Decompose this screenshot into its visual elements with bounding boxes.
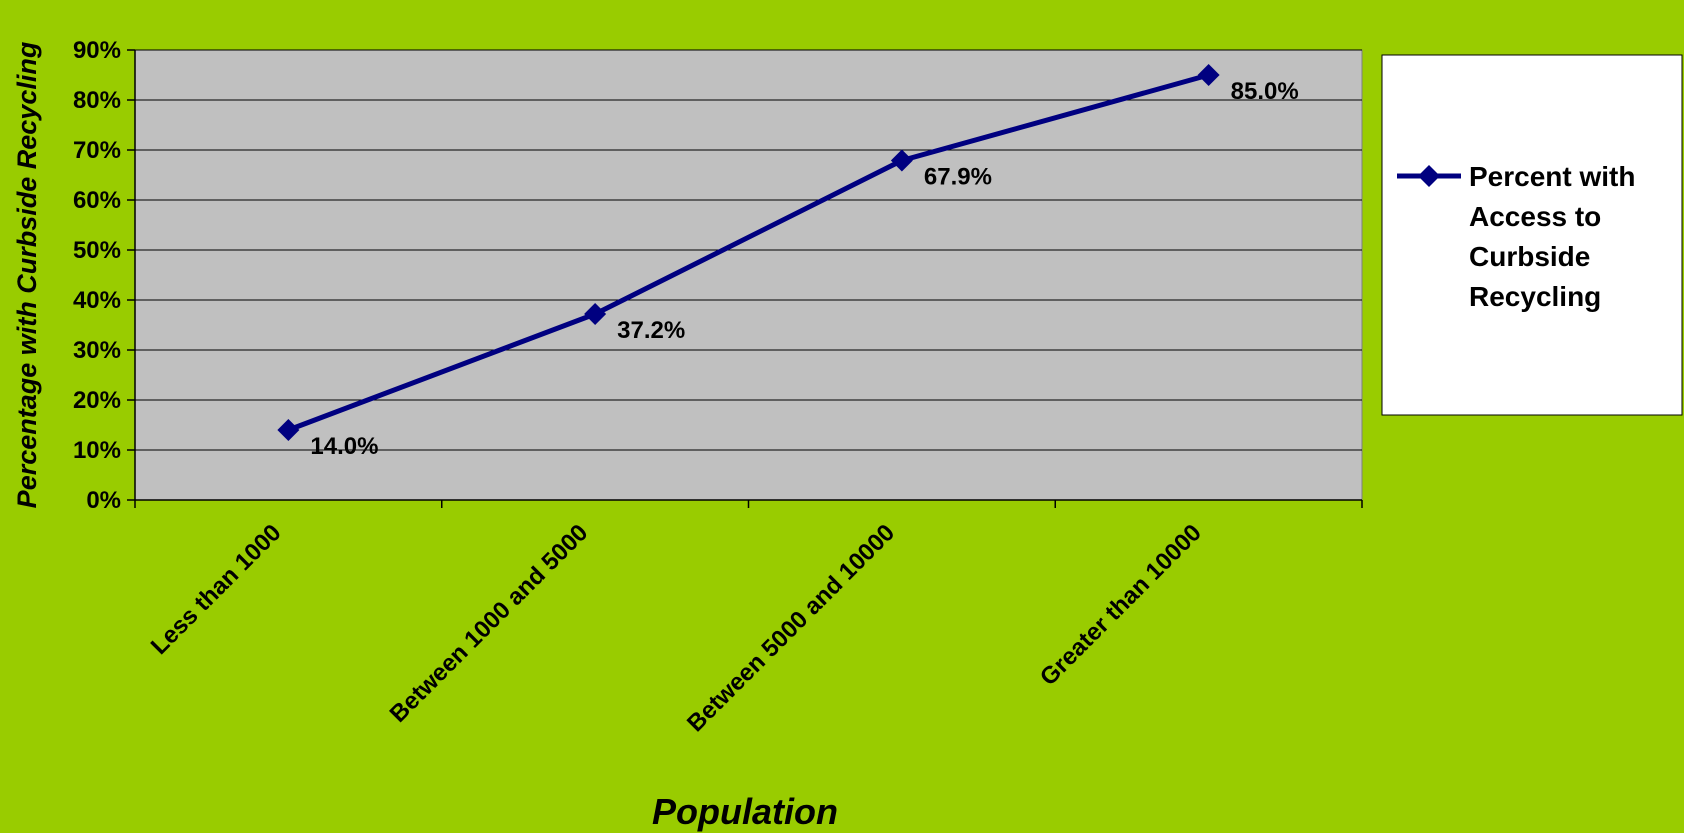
y-tick-label: 80% [73, 87, 121, 114]
gridlines [135, 49, 1362, 451]
y-tick-label: 90% [73, 37, 121, 64]
data-label: 67.9% [924, 164, 992, 191]
y-tick-label: 40% [73, 287, 121, 314]
x-axis-ticks: Less than 1000 Between 1000 and 5000 Betwe… [134, 500, 1363, 737]
data-point [890, 149, 913, 172]
data-point [1197, 64, 1220, 86]
y-axis-ticks: 0% 10% 20% 30% 40% 50% 60% 70% 80% 90% [73, 37, 135, 514]
series-layer: 14.0% 37.2% 67.9% 85.0% [277, 64, 1299, 460]
y-tick-label: 70% [73, 137, 121, 164]
y-axis-title: Percentage with Curbside Recycling [12, 41, 42, 508]
x-axis-title: Population [652, 791, 838, 832]
x-tick-label: Between 1000 and 5000 [385, 519, 594, 728]
plot-area [134, 49, 1363, 501]
data-point [277, 419, 300, 441]
y-tick-label: 50% [73, 237, 121, 264]
legend-label: Percent with Access to Curbside Recycling [1469, 161, 1635, 312]
y-tick-label: 30% [73, 337, 121, 364]
series-line [287, 72, 1210, 433]
data-label: 37.2% [617, 317, 685, 344]
y-tick-label: 20% [73, 387, 121, 414]
data-label: 14.0% [310, 433, 378, 460]
y-tick-label: 60% [73, 187, 121, 214]
x-tick-label: Between 5000 and 10000 [682, 519, 900, 737]
x-tick-label: Less than 1000 [146, 519, 287, 660]
y-tick-label: 10% [73, 437, 121, 464]
data-point [584, 303, 607, 325]
x-tick-label: Greater than 10000 [1035, 519, 1207, 691]
legend: Percent with Access to Curbside Recycling [1381, 54, 1683, 416]
data-label: 85.0% [1231, 78, 1299, 105]
legend-marker [1418, 165, 1440, 187]
legend-box [1381, 54, 1683, 416]
y-tick-label: 0% [86, 487, 121, 514]
